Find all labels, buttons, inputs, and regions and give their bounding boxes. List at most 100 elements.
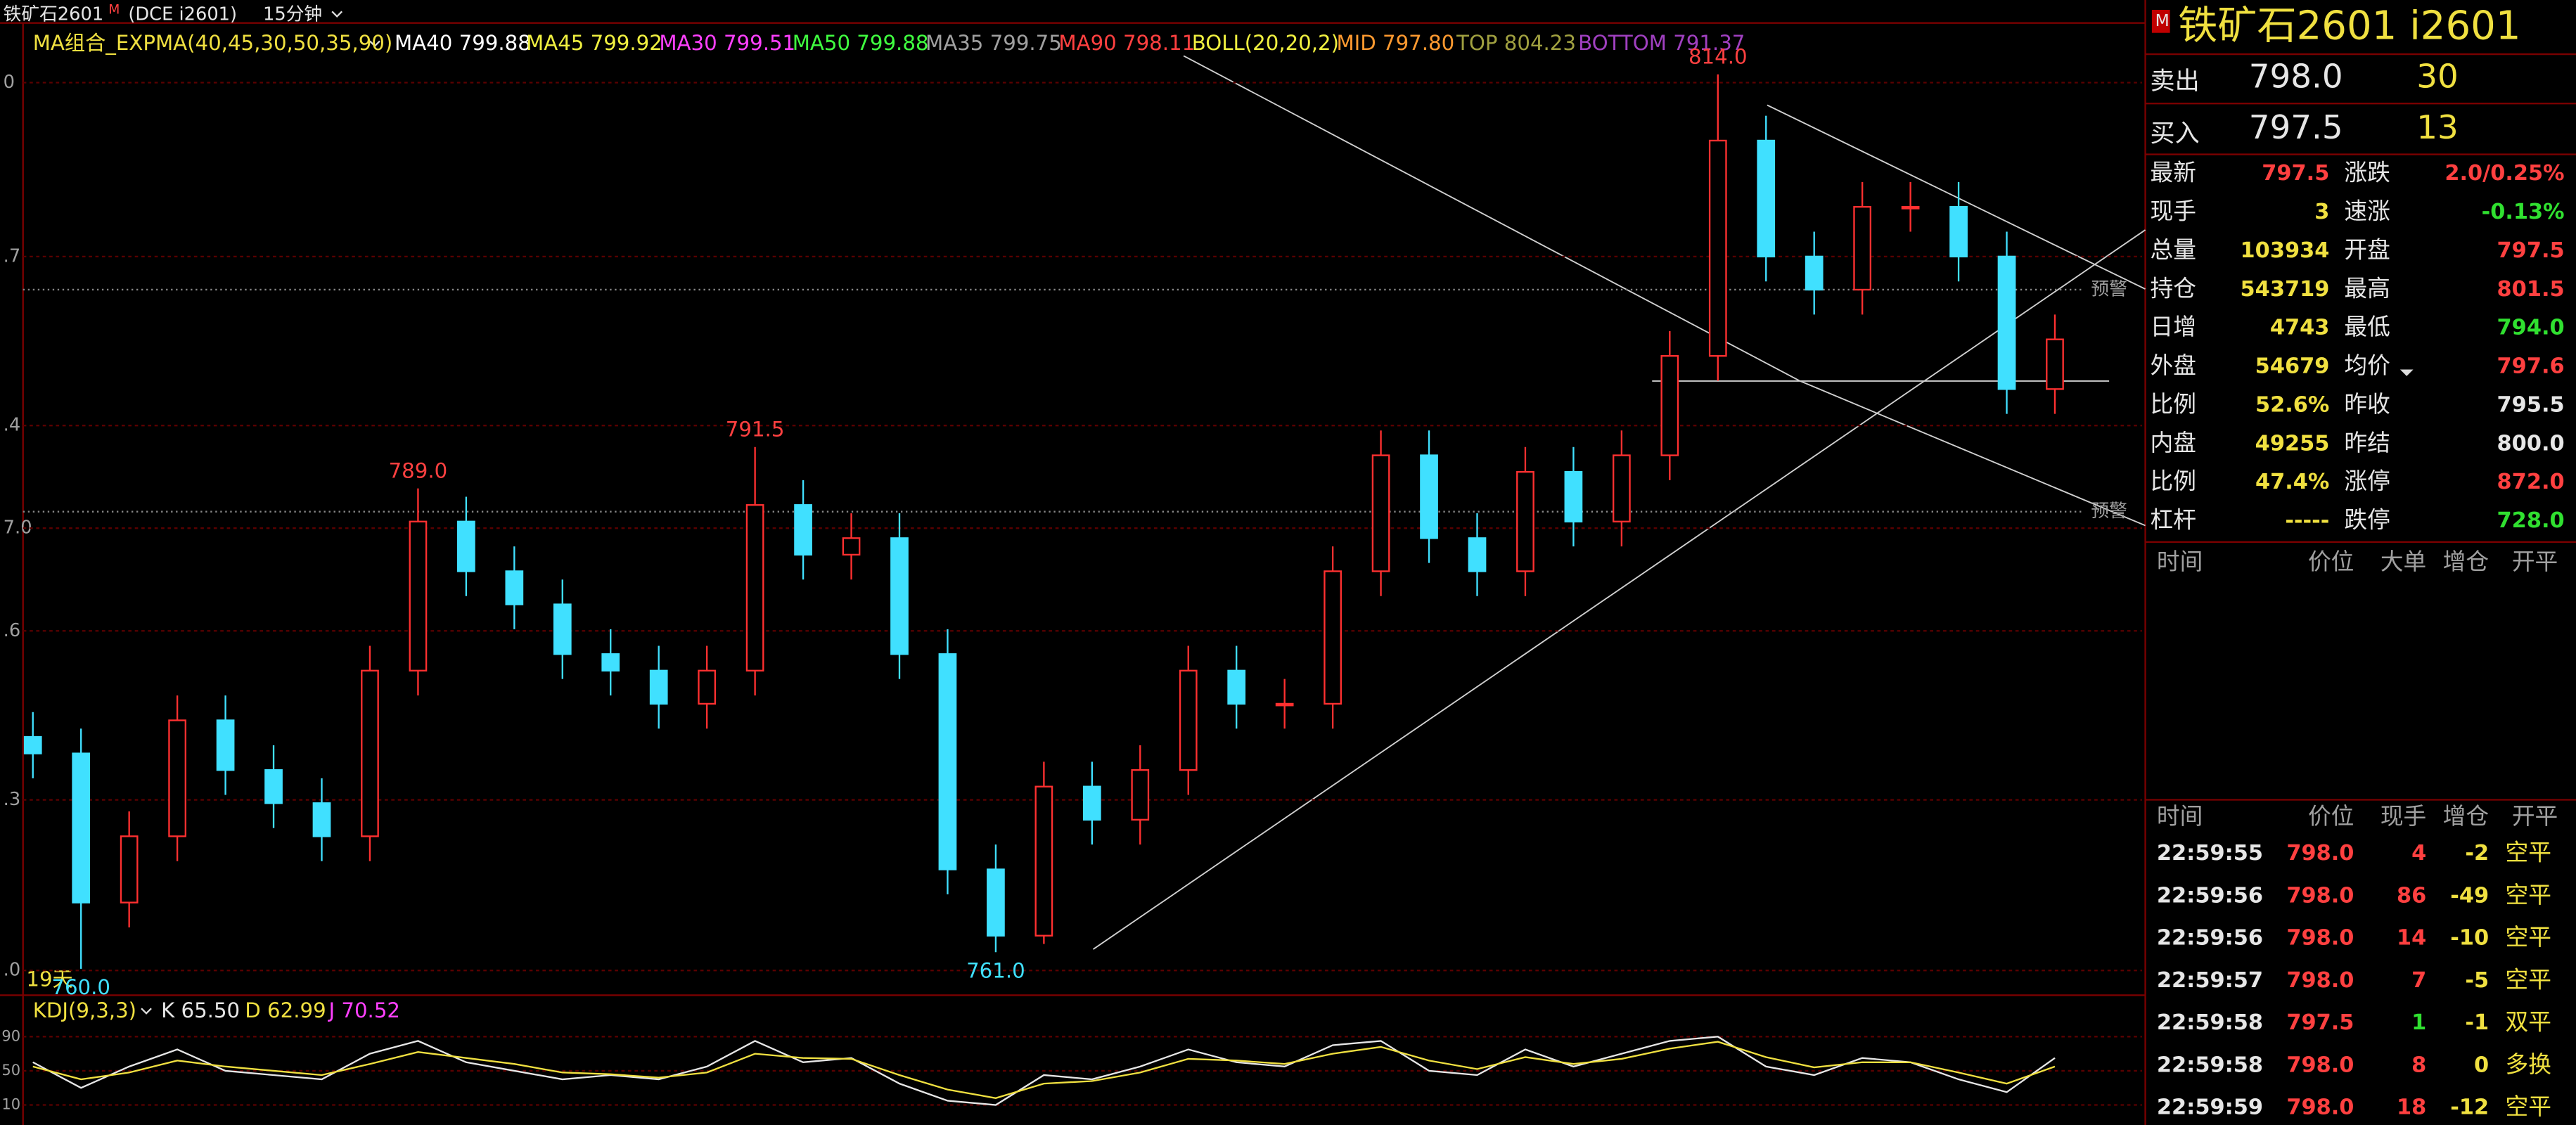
exchange: (DCE i2601): [128, 4, 237, 25]
tick-cell: 0: [2474, 1053, 2489, 1077]
tick-cell: 空平: [2505, 1093, 2551, 1120]
tick-cell: 798.0: [2286, 926, 2354, 951]
indicator-label: BOLL(20,20,2): [1192, 31, 1339, 55]
column-header: 大单: [2380, 548, 2426, 575]
candle-body: [1371, 454, 1390, 572]
alert-label: 预警: [2091, 501, 2127, 522]
kdj-j: J 70.52: [328, 998, 400, 1022]
tick-cell: 空平: [2505, 840, 2551, 866]
tick-cell: 空平: [2505, 966, 2551, 993]
candle-body: [698, 669, 717, 705]
candle-body: [409, 520, 428, 671]
tick-cell: -49: [2450, 883, 2489, 908]
tick-cell: 22:59:56: [2157, 883, 2263, 908]
tick-cell: 22:59:55: [2157, 841, 2263, 866]
tick-cell: 1: [2411, 1010, 2426, 1035]
price-annotation: 791.5: [726, 417, 785, 441]
tick-cell: 14: [2397, 926, 2426, 951]
candle-body: [1034, 785, 1053, 937]
candle-body: [120, 835, 139, 904]
quote-label: 涨跌: [2344, 160, 2390, 186]
indicator-label: MA40 799.88: [395, 31, 531, 55]
kdj-tick-label: 50: [1, 1061, 20, 1079]
quote-value: -----: [2285, 508, 2329, 533]
quote-value: 797.6: [2497, 354, 2565, 379]
candle-body: [1468, 537, 1487, 572]
quote-value: 3: [2314, 200, 2329, 224]
dropdown-arrow: [331, 11, 343, 18]
tick-cell: 798.0: [2286, 841, 2354, 866]
quote-label: 比例: [2151, 468, 2196, 495]
buy-price: 797.5: [2249, 109, 2343, 147]
indicator-label: TOP 804.23: [1456, 31, 1576, 55]
candle-body: [1564, 470, 1583, 522]
candle-body: [1901, 206, 1920, 210]
column-header: 开平: [2512, 548, 2558, 575]
tick-cell: 22:59:56: [2157, 926, 2263, 951]
indicator-label: MA35 799.75: [925, 31, 1062, 55]
symbol: 铁矿石2601: [4, 4, 103, 25]
candle-body: [168, 719, 186, 837]
candle-body: [1757, 139, 1776, 258]
quote-value: 52.6%: [2255, 392, 2329, 417]
y-tick-label: 0: [4, 72, 15, 93]
tick-cell: -1: [2465, 1010, 2489, 1035]
tick-cell: 22:59:58: [2157, 1010, 2263, 1035]
y-tick-label: .7: [4, 245, 21, 266]
y-tick-label: .3: [4, 789, 21, 810]
candle-body: [1708, 139, 1727, 357]
tick-cell: 22:59:58: [2157, 1053, 2263, 1077]
y-tick-label: 7.0: [4, 518, 32, 539]
indicator-label: MA90 798.11: [1058, 31, 1195, 55]
quote-value: 801.5: [2497, 277, 2565, 302]
quote-label: 杠杆: [2151, 507, 2196, 534]
quote-value: 47.4%: [2255, 470, 2329, 494]
candle-body: [361, 669, 379, 837]
tick-cell: -2: [2465, 841, 2489, 866]
quote-value: 54679: [2255, 354, 2330, 379]
quote-value: 49255: [2255, 431, 2330, 456]
column-header: 增仓: [2443, 803, 2489, 830]
quote-label: 总量: [2151, 236, 2196, 263]
y-tick-label: .4: [4, 415, 21, 436]
flag-box: [2151, 10, 2170, 33]
y-tick-label: .6: [4, 620, 21, 641]
tick-cell: 4: [2411, 841, 2426, 866]
quote-label: 最高: [2344, 275, 2390, 302]
period-selector[interactable]: 15分钟: [263, 4, 322, 25]
column-header: 价位: [2308, 548, 2354, 575]
candle-body: [312, 802, 331, 837]
price-annotation: 761.0: [966, 958, 1025, 982]
buy-qty: 13: [2416, 109, 2458, 147]
indicator-label: MA45 799.92: [526, 31, 662, 55]
tick-cell: -10: [2450, 926, 2489, 951]
tick-cell: 798.0: [2286, 1053, 2354, 1077]
price-annotation: 814.0: [1689, 44, 1748, 68]
quote-label: 比例: [2151, 391, 2196, 418]
sell-price: 798.0: [2249, 58, 2343, 96]
indicator-label: MA30 799.51: [659, 31, 795, 55]
y-tick-label: .0: [4, 960, 21, 981]
candle-body: [1949, 206, 1968, 258]
trend-lines: [1092, 55, 2146, 950]
tick-cell: -12: [2450, 1095, 2489, 1120]
quote-label: 昨结: [2344, 430, 2390, 456]
candle-body: [1997, 255, 2016, 390]
column-header: 价位: [2308, 803, 2354, 830]
candle-body: [1613, 454, 1631, 522]
dropdown-arrow: [141, 1008, 152, 1015]
column-header: 开平: [2512, 803, 2558, 830]
tick-cell: -5: [2465, 968, 2489, 993]
kdj-line: [32, 1036, 2056, 1106]
quote-label: 开盘: [2344, 236, 2390, 263]
candle-body: [1660, 355, 1679, 456]
quote-label: 日增: [2151, 314, 2196, 340]
tick-cell: 双平: [2505, 1009, 2551, 1036]
quote-value: -0.13%: [2482, 200, 2565, 224]
tick-cell: 22:59:57: [2157, 968, 2263, 993]
sort-arrow[interactable]: [2399, 369, 2414, 376]
flag: M: [2155, 11, 2170, 30]
kdj-title[interactable]: KDJ(9,3,3): [33, 998, 136, 1022]
